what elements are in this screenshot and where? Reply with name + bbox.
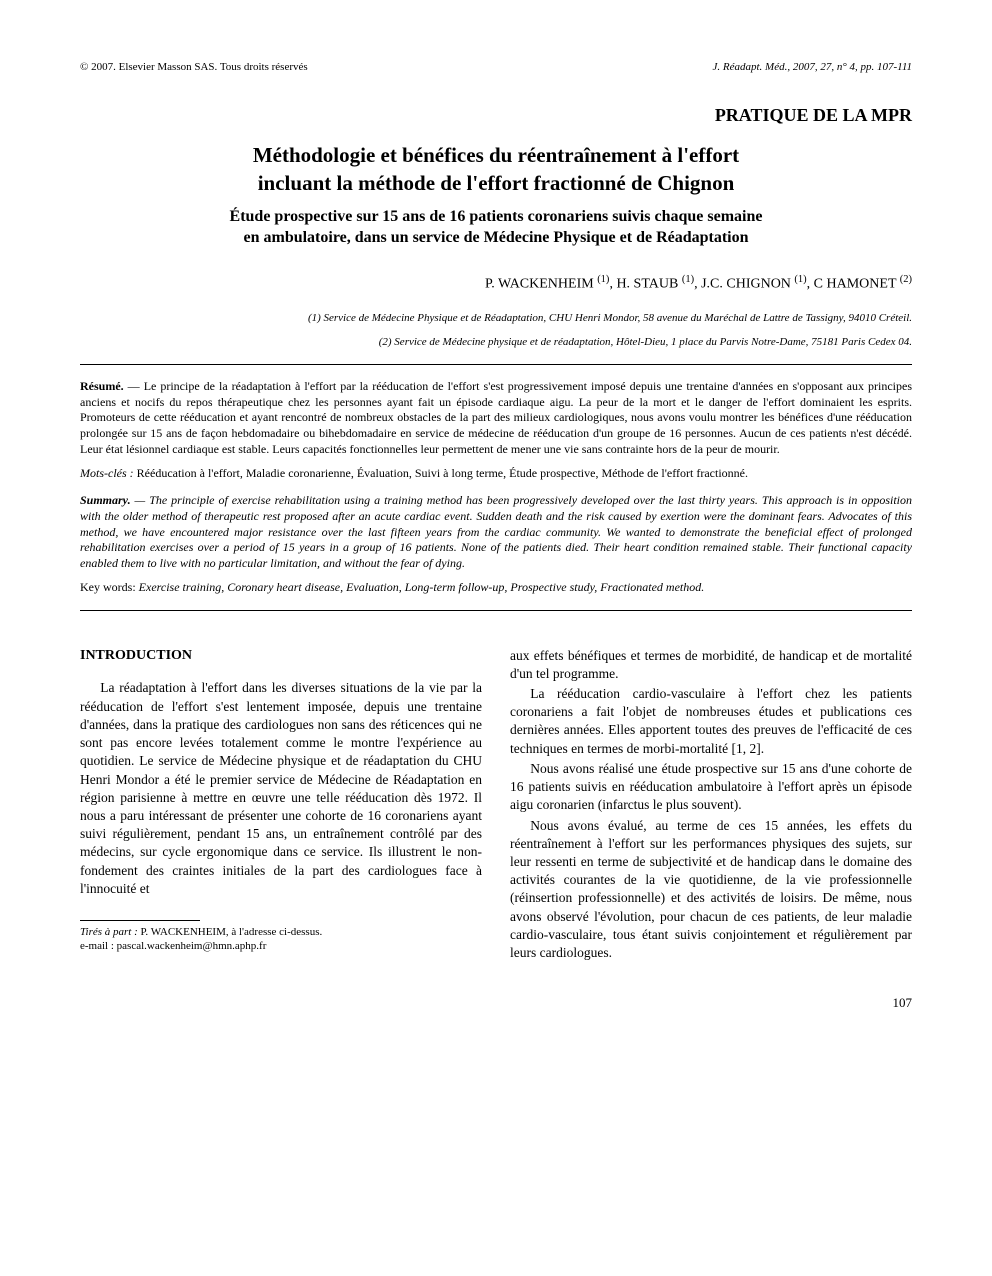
title-line-1: Méthodologie et bénéfices du réentraînem… (253, 143, 739, 167)
summary-block: Summary. — The principle of exercise reh… (80, 493, 912, 571)
citation-text: J. Réadapt. Méd., 2007, 27, n° 4, pp. 10… (712, 60, 912, 75)
journal-section-name: PRATIQUE DE LA MPR (80, 103, 912, 127)
copyright-text: © 2007. Elsevier Masson SAS. Tous droits… (80, 60, 308, 75)
article-title: Méthodologie et bénéfices du réentraînem… (80, 141, 912, 198)
footnote-email-label: e-mail : (80, 940, 117, 952)
body-column-right: aux effets bénéfiques et termes de morbi… (510, 647, 912, 965)
summary-label: Summary. (80, 493, 131, 507)
footnote-label: Tirés à part : (80, 926, 138, 938)
page-number: 107 (80, 994, 912, 1012)
mots-cles-label: Mots-clés : (80, 466, 134, 480)
subtitle-line-2: en ambulatoire, dans un service de Médec… (243, 229, 748, 246)
keywords-text: Exercise training, Coronary heart diseas… (136, 580, 705, 594)
rule-bottom (80, 610, 912, 611)
mots-cles: Mots-clés : Rééducation à l'effort, Mala… (80, 465, 912, 481)
footnote-email: pascal.wackenheim@hmn.aphp.fr (117, 940, 267, 952)
authors-list: P. WACKENHEIM (1), H. STAUB (1), J.C. CH… (80, 273, 912, 295)
affiliation-1: (1) Service de Médecine Physique et de R… (80, 311, 912, 326)
introduction-heading: INTRODUCTION (80, 647, 482, 666)
affiliation-2: (2) Service de Médecine physique et de r… (80, 335, 912, 350)
keywords: Key words: Exercise training, Coronary h… (80, 579, 912, 595)
body-columns: INTRODUCTION La réadaptation à l'effort … (80, 647, 912, 965)
body-paragraph: Nous avons réalisé une étude prospective… (510, 760, 912, 815)
summary-text: — The principle of exercise rehabilitati… (80, 493, 912, 569)
body-paragraph: Nous avons évalué, au terme de ces 15 an… (510, 817, 912, 963)
body-paragraph: aux effets bénéfiques et termes de morbi… (510, 647, 912, 683)
resume-text: — Le principe de la réadaptation à l'eff… (80, 379, 912, 455)
keywords-label: Key words: (80, 580, 136, 594)
title-line-2: incluant la méthode de l'effort fraction… (258, 171, 735, 195)
body-column-left: INTRODUCTION La réadaptation à l'effort … (80, 647, 482, 965)
body-paragraph: La réadaptation à l'effort dans les dive… (80, 679, 482, 898)
resume-block: Résumé. — Le principe de la réadaptation… (80, 379, 912, 457)
page-header: © 2007. Elsevier Masson SAS. Tous droits… (80, 60, 912, 75)
mots-cles-text: Rééducation à l'effort, Maladie coronari… (134, 466, 748, 480)
footnote-text: P. WACKENHEIM, à l'adresse ci-dessus. (138, 926, 322, 938)
footnote-block: Tirés à part : P. WACKENHEIM, à l'adress… (80, 925, 482, 954)
article-subtitle: Étude prospective sur 15 ans de 16 patie… (80, 206, 912, 249)
resume-label: Résumé. (80, 379, 124, 393)
rule-top (80, 364, 912, 365)
footnote-rule (80, 920, 200, 921)
body-paragraph: La rééducation cardio-vasculaire à l'eff… (510, 685, 912, 758)
subtitle-line-1: Étude prospective sur 15 ans de 16 patie… (230, 208, 763, 225)
